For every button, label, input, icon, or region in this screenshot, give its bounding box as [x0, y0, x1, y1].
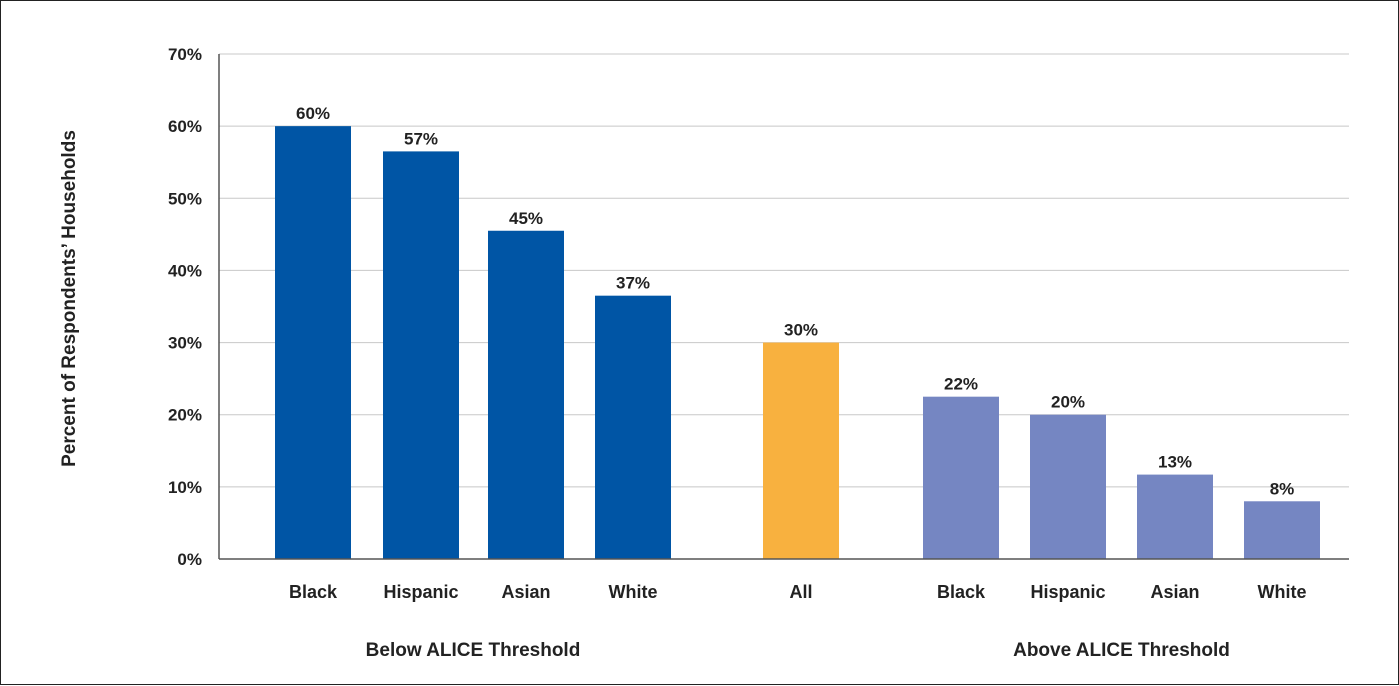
y-tick-label: 40% [168, 261, 202, 280]
bar-value-label: 30% [784, 321, 818, 340]
bar [923, 396, 999, 559]
group-labels: Below ALICE Threshold Above ALICE Thresho… [366, 640, 1230, 661]
bar-value-label: 45% [509, 209, 543, 228]
y-tick-label: 70% [168, 45, 202, 64]
bar-value-label: 13% [1158, 453, 1192, 472]
y-tick-label: 20% [168, 406, 202, 425]
category-label: White [1258, 582, 1307, 602]
category-label: Black [937, 582, 986, 602]
value-labels: 60% 57% 45% 37% 30% 22% 20% 13% 8% [296, 104, 1294, 498]
bar-value-label: 60% [296, 104, 330, 123]
y-tick-label: 10% [168, 478, 202, 497]
bar [763, 342, 839, 559]
category-label: White [609, 582, 658, 602]
category-label: Hispanic [383, 582, 458, 602]
category-label: All [789, 582, 812, 602]
y-tick-label: 30% [168, 334, 202, 353]
y-tick-label: 60% [168, 117, 202, 136]
bar [383, 151, 459, 559]
bar-value-label: 22% [944, 375, 978, 394]
category-label: Asian [1150, 582, 1199, 602]
category-labels: Black Hispanic Asian White All Black Hispanic A… [289, 582, 1307, 602]
bar-value-label: 37% [616, 274, 650, 293]
bar-value-label: 8% [1270, 479, 1295, 498]
bar [595, 295, 671, 559]
bars [275, 126, 1320, 560]
bar [488, 230, 564, 559]
y-axis-title: Percent of Respondents’ Households [59, 130, 80, 467]
category-label: Black [289, 582, 338, 602]
bar-value-label: 20% [1051, 393, 1085, 412]
y-tick-label: 50% [168, 189, 202, 208]
group-label: Below ALICE Threshold [366, 640, 581, 661]
bar [275, 126, 351, 560]
group-label: Above ALICE Threshold [1013, 640, 1230, 661]
bar-value-label: 57% [404, 129, 438, 148]
bar [1137, 474, 1213, 559]
category-label: Hispanic [1030, 582, 1105, 602]
bar [1244, 501, 1320, 559]
y-axis-ticks: 0% 10% 20% 30% 40% 50% 60% 70% [168, 45, 202, 569]
y-tick-label: 0% [177, 550, 202, 569]
category-label: Asian [501, 582, 550, 602]
bar [1030, 414, 1106, 559]
